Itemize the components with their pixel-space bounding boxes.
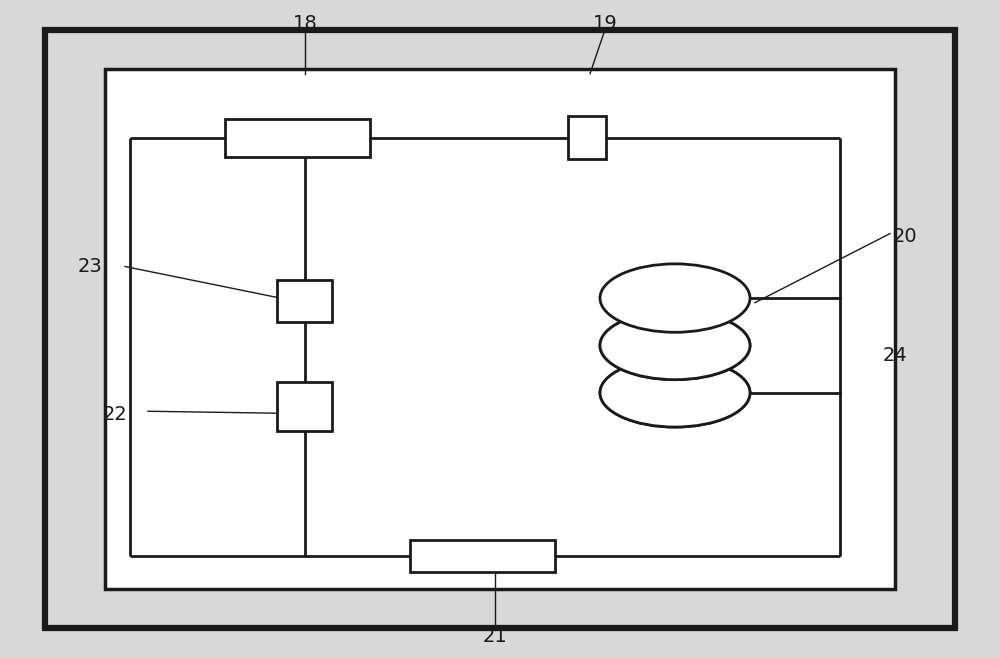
Text: 23: 23 [78, 257, 102, 276]
Ellipse shape [600, 311, 750, 380]
Bar [277, 382, 332, 431]
Text: 19: 19 [593, 14, 617, 32]
Bar [105, 69, 895, 589]
Bar [225, 119, 370, 157]
Text: 21: 21 [483, 628, 507, 646]
Ellipse shape [600, 311, 750, 380]
Ellipse shape [600, 359, 750, 427]
Bar [277, 280, 332, 322]
Bar [568, 116, 606, 159]
Ellipse shape [600, 359, 750, 427]
Text: 24: 24 [883, 346, 907, 365]
Text: 22: 22 [103, 405, 127, 424]
Ellipse shape [600, 264, 750, 332]
Text: 18: 18 [293, 14, 317, 32]
Bar [410, 540, 555, 572]
Text: 20: 20 [893, 228, 917, 246]
